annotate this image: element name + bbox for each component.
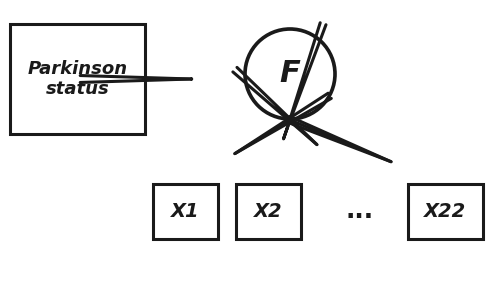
Bar: [10, 24, 145, 134]
Bar: [152, 184, 218, 239]
Text: F: F: [280, 60, 300, 88]
Text: Parkinson
status: Parkinson status: [28, 60, 128, 98]
Bar: [408, 184, 482, 239]
Text: X1: X1: [170, 202, 200, 221]
Text: ...: ...: [346, 199, 374, 223]
Text: X2: X2: [254, 202, 282, 221]
Text: X22: X22: [424, 202, 466, 221]
Circle shape: [245, 29, 335, 119]
Bar: [236, 184, 300, 239]
